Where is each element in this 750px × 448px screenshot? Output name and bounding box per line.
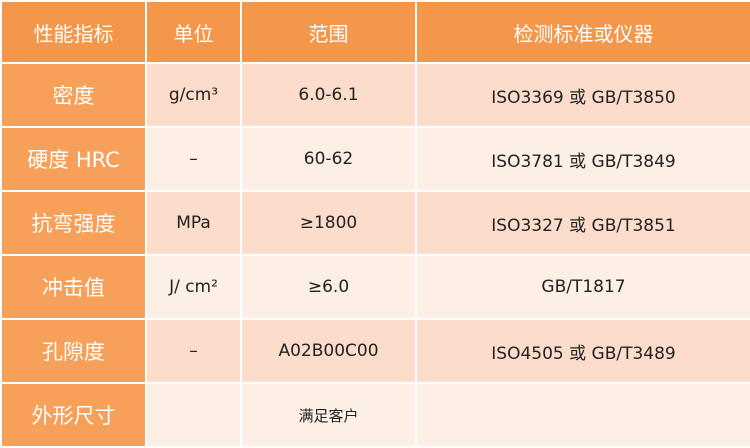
table-row: 硬度 HRC –60-62 ISO3781 或 GB/T3849	[0, 126, 750, 192]
table-cell: ISO4505 或 GB/T3489	[415, 318, 750, 384]
table-cell: 6.0-6.1	[240, 62, 417, 128]
table-cell: –	[145, 318, 242, 384]
table-cell: ISO3369 或 GB/T3850	[415, 62, 750, 128]
table-row: 密度 g/cm³ 6.0-6.1 ISO3369 或 GB/T3850	[0, 62, 750, 128]
table-cell: ≥6.0	[240, 254, 417, 320]
row-label: 抗弯强度	[0, 190, 147, 256]
table-cell: ≥1800	[240, 190, 417, 256]
table-row: 孔隙度 – A02B00C00 ISO4505 或 GB/T3489	[0, 318, 750, 384]
table-cell: J/ cm²	[145, 254, 242, 320]
table-row: 冲击值 J/ cm² ≥6.0 GB/T1817	[0, 254, 750, 320]
header-cell: 检测标准或仪器	[415, 0, 750, 64]
header-cell: 单位	[145, 0, 242, 64]
row-label: 外形尺寸	[0, 382, 147, 448]
table-cell: MPa	[145, 190, 242, 256]
table-body: 密度 g/cm³ 6.0-6.1 ISO3369 或 GB/T3850 硬度 HRC –6…	[0, 62, 750, 448]
row-label: 硬度 HRC	[0, 126, 147, 192]
table-row: 外形尺寸 满足客户	[0, 382, 750, 448]
row-label: 冲击值	[0, 254, 147, 320]
row-label: 密度	[0, 62, 147, 128]
row-label: 孔隙度	[0, 318, 147, 384]
table-cell	[145, 382, 242, 448]
table-cell: ISO3327 或 GB/T3851	[415, 190, 750, 256]
table-cell: ISO3781 或 GB/T3849	[415, 126, 750, 192]
table-cell: A02B00C00	[240, 318, 417, 384]
table-cell: –	[145, 126, 242, 192]
table-cell: 60-62	[240, 126, 417, 192]
header-cell: 性能指标	[0, 0, 147, 64]
table-cell: g/cm³	[145, 62, 242, 128]
table-cell: 满足客户	[240, 382, 417, 448]
header-row: 性能指标 单位 范围 检测标准或仪器	[0, 0, 750, 64]
header-cell: 范围	[240, 0, 417, 64]
table-row: 抗弯强度 MPa ≥1800 ISO3327 或 GB/T3851	[0, 190, 750, 256]
table-cell	[415, 382, 750, 448]
table-cell: GB/T1817	[415, 254, 750, 320]
